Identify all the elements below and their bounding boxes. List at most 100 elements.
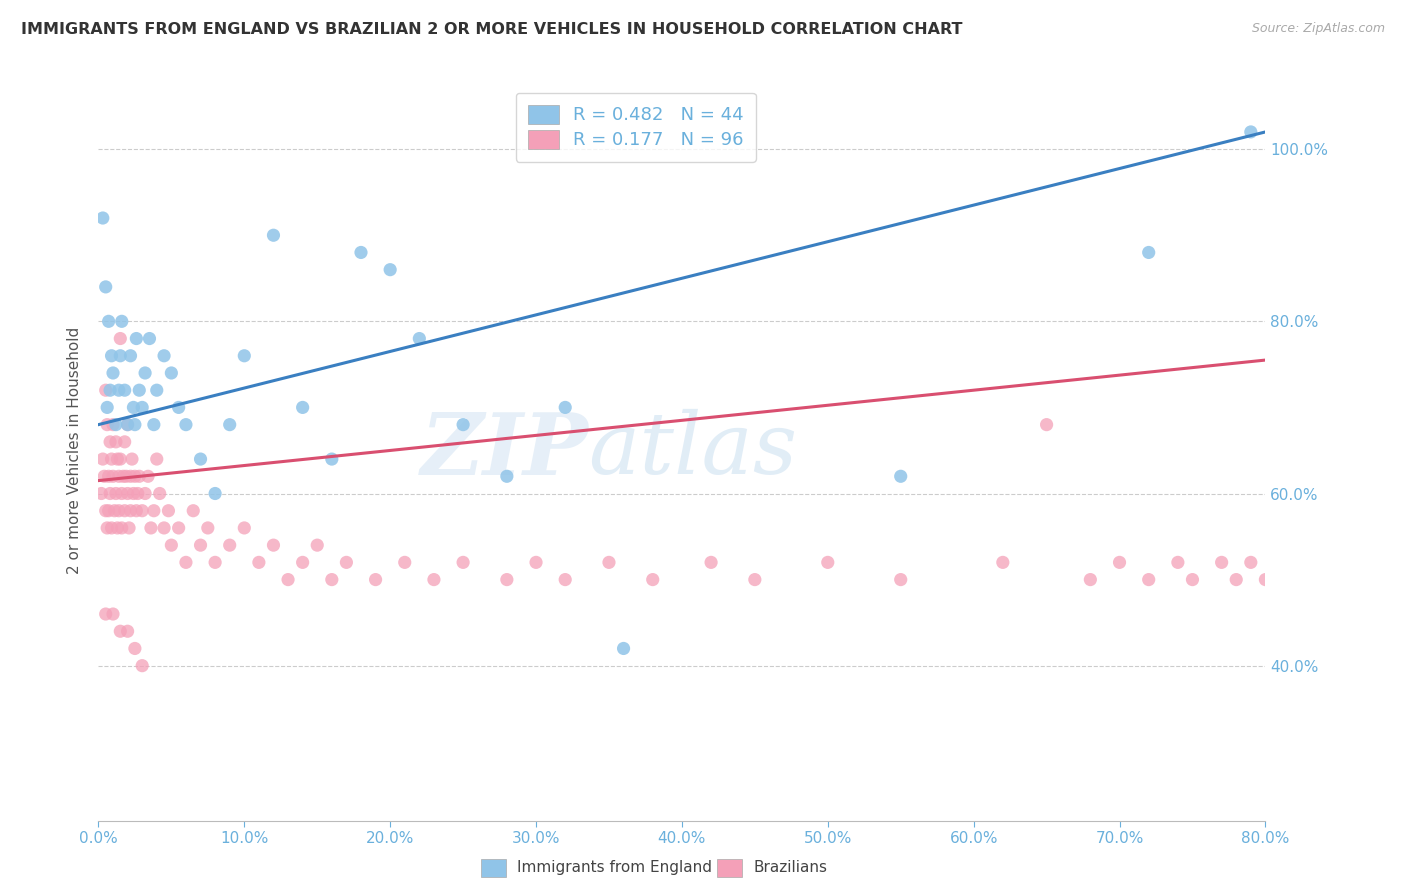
Point bbox=[101, 469, 124, 483]
Point bbox=[115, 469, 138, 483]
Point bbox=[380, 262, 402, 277]
Point bbox=[122, 401, 145, 415]
Point bbox=[153, 349, 176, 363]
Point bbox=[181, 504, 204, 518]
Point bbox=[101, 366, 124, 380]
Point bbox=[160, 366, 183, 380]
Point bbox=[100, 349, 122, 363]
Point bbox=[110, 452, 132, 467]
Point bbox=[1181, 573, 1204, 587]
Point bbox=[364, 573, 387, 587]
Point bbox=[991, 555, 1014, 569]
Point bbox=[122, 486, 145, 500]
Point bbox=[114, 434, 136, 449]
Point bbox=[91, 211, 114, 225]
Point bbox=[157, 504, 180, 518]
Text: Source: ZipAtlas.com: Source: ZipAtlas.com bbox=[1251, 22, 1385, 36]
Text: IMMIGRANTS FROM ENGLAND VS BRAZILIAN 2 OR MORE VEHICLES IN HOUSEHOLD CORRELATION: IMMIGRANTS FROM ENGLAND VS BRAZILIAN 2 O… bbox=[21, 22, 963, 37]
Point bbox=[97, 469, 120, 483]
Point bbox=[817, 555, 839, 569]
Point bbox=[451, 555, 474, 569]
Point bbox=[124, 417, 146, 432]
Point bbox=[131, 504, 153, 518]
Point bbox=[131, 658, 153, 673]
Point bbox=[96, 417, 118, 432]
Point bbox=[124, 469, 146, 483]
Point bbox=[1240, 125, 1263, 139]
Point bbox=[146, 452, 169, 467]
Point bbox=[93, 469, 115, 483]
Point bbox=[1167, 555, 1189, 569]
Point bbox=[104, 417, 127, 432]
Point bbox=[1240, 555, 1263, 569]
Point bbox=[101, 417, 124, 432]
Point bbox=[124, 641, 146, 656]
Point bbox=[641, 573, 664, 587]
Point bbox=[121, 452, 143, 467]
Point bbox=[321, 452, 343, 467]
Point bbox=[394, 555, 416, 569]
Text: atlas: atlas bbox=[589, 409, 797, 491]
Point bbox=[149, 486, 172, 500]
Point bbox=[524, 555, 547, 569]
Point bbox=[890, 469, 912, 483]
Point bbox=[554, 401, 576, 415]
Point bbox=[138, 332, 160, 346]
Point bbox=[190, 538, 212, 552]
Point bbox=[134, 366, 156, 380]
Point bbox=[1137, 573, 1160, 587]
Point bbox=[114, 383, 136, 397]
Point bbox=[111, 314, 134, 328]
Point bbox=[139, 521, 162, 535]
Point bbox=[350, 245, 373, 260]
Point bbox=[117, 417, 139, 432]
Point bbox=[160, 538, 183, 552]
Point bbox=[110, 332, 132, 346]
Point bbox=[117, 486, 139, 500]
Point bbox=[1108, 555, 1130, 569]
Text: ZIP: ZIP bbox=[420, 409, 589, 492]
Point bbox=[98, 434, 121, 449]
Point bbox=[247, 555, 270, 569]
Point bbox=[100, 452, 122, 467]
Point bbox=[142, 504, 165, 518]
Point bbox=[167, 401, 190, 415]
Point bbox=[1211, 555, 1233, 569]
Point bbox=[96, 401, 118, 415]
Point bbox=[128, 383, 150, 397]
Point bbox=[98, 383, 121, 397]
Point bbox=[277, 573, 299, 587]
Point bbox=[98, 486, 121, 500]
Point bbox=[197, 521, 219, 535]
Point bbox=[598, 555, 620, 569]
Point bbox=[96, 521, 118, 535]
Point bbox=[408, 332, 430, 346]
Point bbox=[125, 504, 148, 518]
Point bbox=[131, 401, 153, 415]
Point bbox=[117, 417, 139, 432]
Point bbox=[97, 504, 120, 518]
Point bbox=[110, 349, 132, 363]
Point bbox=[120, 349, 142, 363]
Point bbox=[128, 469, 150, 483]
Text: Immigrants from England: Immigrants from England bbox=[517, 861, 713, 875]
Point bbox=[204, 555, 226, 569]
Point bbox=[262, 228, 284, 243]
Point bbox=[496, 469, 519, 483]
Point bbox=[103, 504, 125, 518]
Point bbox=[321, 573, 343, 587]
Point bbox=[100, 521, 122, 535]
Point bbox=[1035, 417, 1057, 432]
Point bbox=[1137, 245, 1160, 260]
Y-axis label: 2 or more Vehicles in Household: 2 or more Vehicles in Household bbox=[67, 326, 83, 574]
Point bbox=[423, 573, 446, 587]
Point bbox=[108, 504, 131, 518]
Point bbox=[204, 486, 226, 500]
Point bbox=[1225, 573, 1247, 587]
Point bbox=[114, 504, 136, 518]
Point bbox=[111, 486, 134, 500]
Point bbox=[174, 417, 197, 432]
Point bbox=[94, 280, 117, 294]
Point bbox=[146, 383, 169, 397]
Point bbox=[174, 555, 197, 569]
